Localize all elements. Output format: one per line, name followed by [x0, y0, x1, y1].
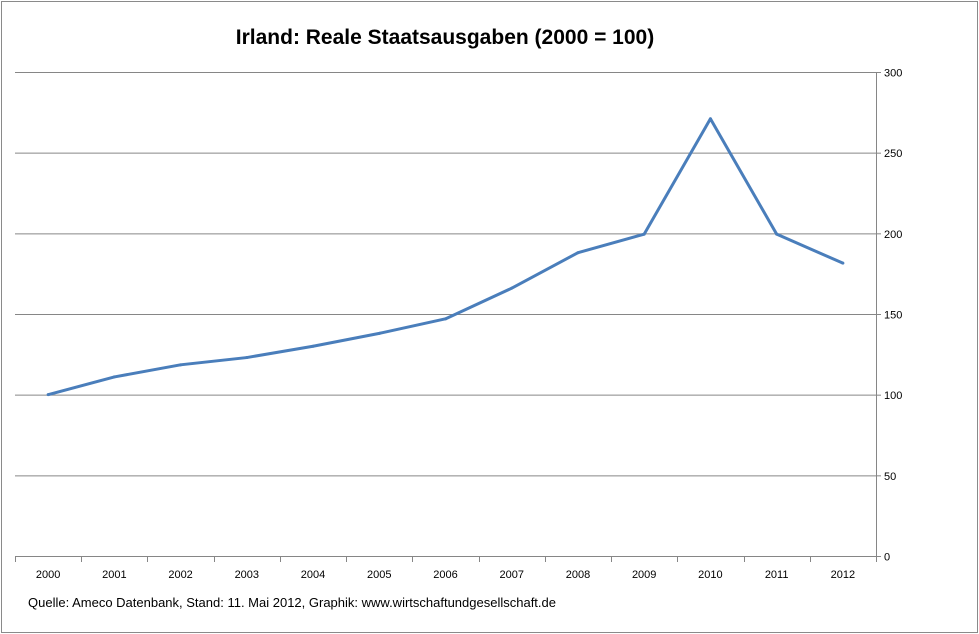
data-point [46, 393, 50, 397]
data-point [377, 331, 381, 335]
data-point [841, 261, 845, 265]
x-tick-label: 2007 [499, 569, 523, 581]
data-point [112, 375, 116, 379]
y-tick-label: 150 [884, 310, 902, 322]
chart-title: Irland: Reale Staatsausgaben (2000 = 100… [235, 26, 655, 49]
x-tick-label: 2000 [36, 569, 60, 581]
source-note: Quelle: Ameco Datenbank, Stand: 11. Mai … [28, 595, 556, 610]
data-point [311, 344, 315, 348]
data-point [642, 232, 646, 236]
y-tick-label: 50 [884, 471, 896, 483]
x-tick-label: 2001 [102, 569, 126, 581]
y-tick-label: 200 [884, 229, 902, 241]
y-tick-label: 100 [884, 390, 902, 402]
y-tick-label: 300 [884, 68, 902, 80]
data-point [179, 363, 183, 367]
x-tick-label: 2011 [765, 569, 789, 581]
x-tick-label: 2005 [367, 569, 391, 581]
data-point [775, 232, 779, 236]
x-tick-label: 2006 [433, 569, 457, 581]
x-tick-label: 2008 [566, 569, 590, 581]
data-point [708, 117, 712, 121]
series-line [47, 117, 844, 397]
x-tick-label: 2003 [235, 569, 259, 581]
x-tick-label: 2002 [168, 569, 192, 581]
x-tick-label: 2004 [301, 569, 325, 581]
x-tick-label: 2009 [632, 569, 656, 581]
data-point [245, 356, 249, 360]
x-tick-label: 2010 [698, 569, 722, 581]
y-tick-label: 0 [884, 552, 890, 564]
data-point [576, 251, 580, 255]
x-tick-label: 2012 [831, 569, 855, 581]
y-tick-label: 250 [884, 148, 902, 160]
data-point [444, 317, 447, 321]
data-point [510, 286, 514, 290]
